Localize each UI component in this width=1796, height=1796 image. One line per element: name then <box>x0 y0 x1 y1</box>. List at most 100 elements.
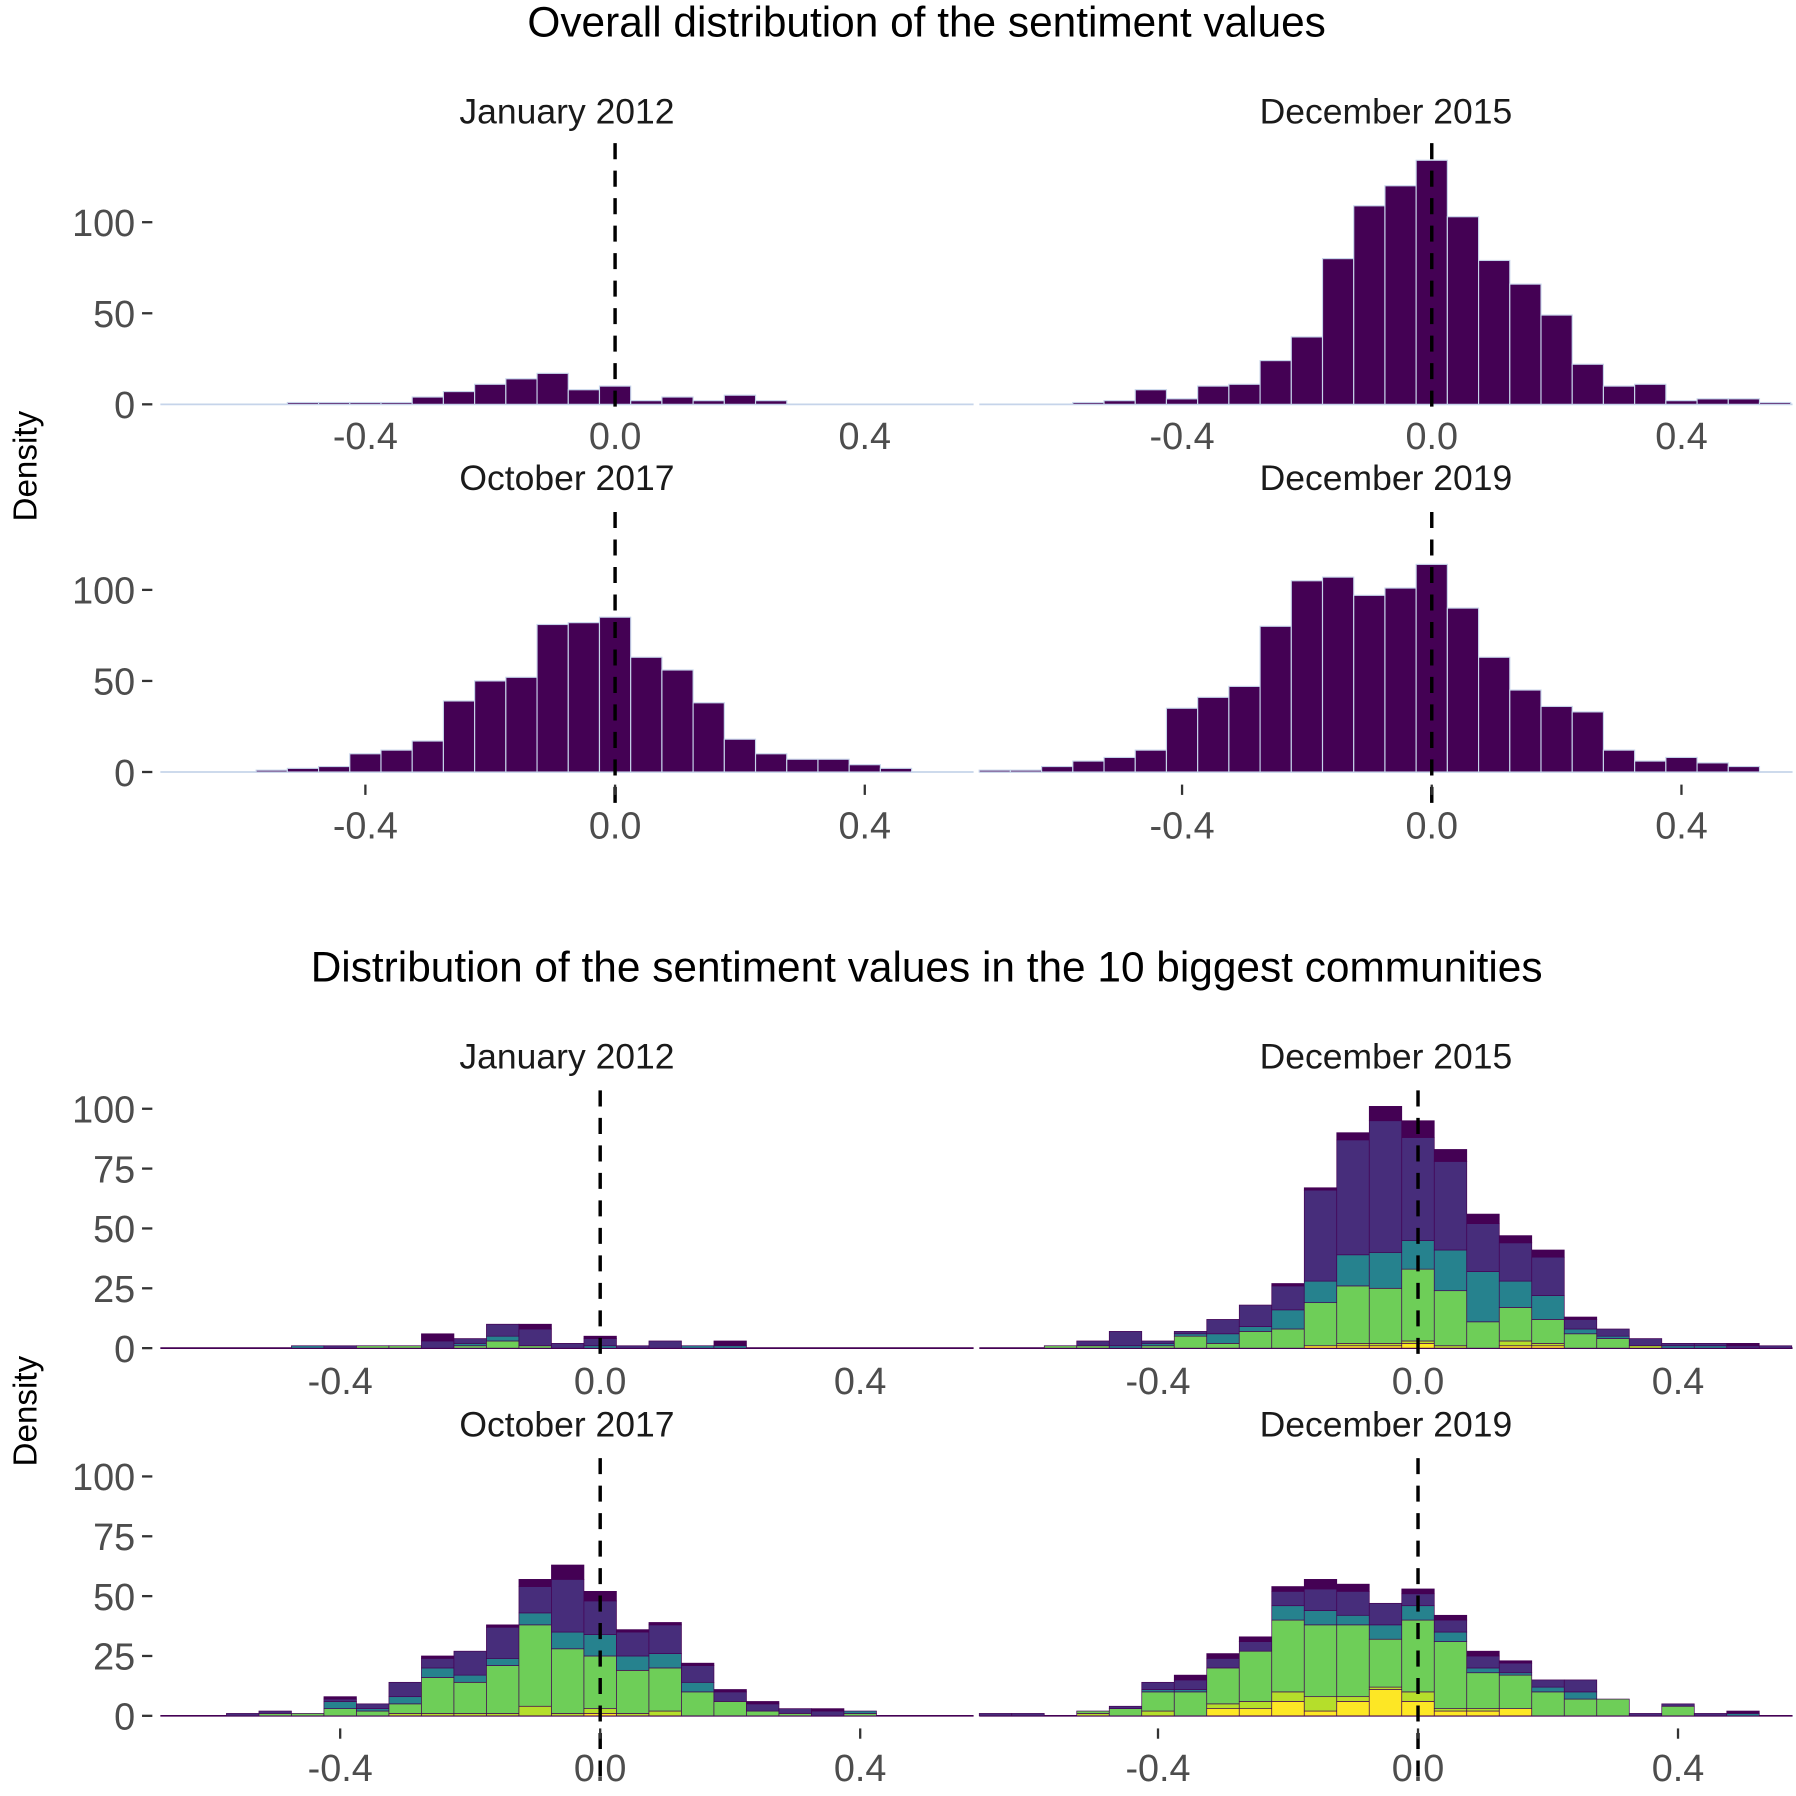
histogram-bar-segment <box>1531 1343 1565 1347</box>
histogram-bar-segment <box>1076 1345 1110 1349</box>
histogram-bar-segment <box>421 1658 455 1669</box>
histogram-bar-segment <box>1271 1328 1305 1349</box>
histogram-bar-segment <box>551 1579 585 1633</box>
histogram-bar <box>754 400 788 405</box>
histogram-bar-segment <box>1726 1710 1760 1714</box>
histogram-bar-segment <box>1498 1708 1533 1717</box>
histogram-bar <box>1197 696 1230 773</box>
histogram-bar <box>661 669 694 773</box>
histogram-bar <box>317 765 351 773</box>
histogram-bar-segment <box>1563 1319 1598 1330</box>
histogram-bar-segment <box>1531 1295 1565 1320</box>
histogram-bar-segment <box>746 1710 780 1717</box>
histogram-bar-segment <box>388 1703 422 1714</box>
histogram-bar <box>723 738 757 773</box>
x-tick-label: -0.4 <box>333 805 398 847</box>
histogram-bar-segment <box>486 1626 520 1659</box>
histogram-bar <box>442 391 476 405</box>
histogram-bar-segment <box>1661 1703 1695 1707</box>
chart-title-overall: Overall distribution of the sentiment va… <box>527 0 1325 46</box>
histogram-bar-segment <box>388 1696 422 1705</box>
histogram-bar <box>411 396 444 405</box>
histogram-bar-segment <box>1238 1708 1273 1717</box>
histogram-bar-segment <box>746 1701 780 1705</box>
histogram-bar <box>1103 400 1136 405</box>
histogram-bar-segment <box>453 1713 487 1717</box>
histogram-bar-segment <box>1466 1708 1500 1712</box>
histogram-bar-segment <box>1661 1705 1695 1717</box>
histogram-bar-segment <box>1271 1285 1305 1311</box>
histogram-bar-segment <box>1108 1345 1143 1349</box>
histogram-bar <box>1353 205 1386 405</box>
histogram-bar-segment <box>1336 1696 1370 1702</box>
panel-title: December 2019 <box>1260 458 1513 498</box>
panel-title: October 2017 <box>459 1404 674 1444</box>
histogram-bar-segment <box>1498 1280 1533 1308</box>
y-tick-label: 25 <box>93 1637 135 1679</box>
histogram-bar <box>1165 707 1199 773</box>
histogram-bar <box>1072 401 1105 405</box>
histogram-bar-segment <box>1531 1691 1565 1717</box>
histogram-bar <box>1321 576 1355 773</box>
histogram-bar-segment <box>1498 1340 1533 1347</box>
histogram-bar-segment <box>1531 1256 1565 1296</box>
histogram-bar <box>1259 625 1292 773</box>
histogram-bar-segment <box>1206 1667 1240 1705</box>
histogram-bar-segment <box>811 1708 845 1712</box>
histogram-bar <box>380 401 413 405</box>
histogram-bar-segment <box>1466 1271 1500 1323</box>
y-tick-label: 50 <box>93 294 135 336</box>
histogram-bar-segment <box>843 1710 877 1714</box>
histogram-bar-segment <box>1368 1624 1403 1640</box>
histogram-bar <box>536 623 569 773</box>
x-tick-label: 0.0 <box>589 805 642 847</box>
x-tick-label: 0.4 <box>1655 805 1708 847</box>
histogram-bar-segment <box>1206 1319 1240 1335</box>
histogram-bar-segment <box>1271 1309 1305 1330</box>
histogram-bar-segment <box>1628 1713 1663 1717</box>
histogram-bar-segment <box>1336 1624 1370 1698</box>
histogram-bar <box>442 700 476 773</box>
histogram-bar-segment <box>616 1345 650 1349</box>
histogram-bar-segment <box>616 1655 650 1671</box>
y-tick-label: 0 <box>114 1329 135 1371</box>
histogram-bar-segment <box>421 1333 455 1342</box>
histogram-bar-segment <box>1336 1139 1370 1256</box>
chart-title-communities: Distribution of the sentiment values in … <box>311 944 1543 991</box>
histogram-bar-segment <box>486 1323 520 1337</box>
histogram-bar-segment <box>1238 1701 1273 1709</box>
histogram-bar-segment <box>1466 1223 1500 1272</box>
histogram-bar <box>817 758 850 773</box>
histogram-bar <box>1571 363 1605 405</box>
histogram-bar-segment <box>1141 1689 1175 1693</box>
histogram-bar-segment <box>713 1340 747 1347</box>
histogram-bar-segment <box>486 1624 520 1628</box>
x-tick-label: 0.4 <box>1652 1748 1705 1790</box>
histogram-bar-segment <box>1661 1345 1695 1349</box>
histogram-bar <box>411 740 444 773</box>
histogram-bar-segment <box>648 1710 682 1717</box>
histogram-bar <box>1197 385 1230 405</box>
histogram-bar-segment <box>1433 1710 1468 1717</box>
histogram-bar-segment <box>1498 1242 1533 1282</box>
histogram-bar <box>474 383 507 405</box>
y-tick-label: 50 <box>93 1209 135 1251</box>
x-tick-label: 0.0 <box>574 1361 627 1403</box>
histogram-bar-segment <box>1531 1679 1565 1688</box>
histogram-bar-segment <box>1596 1338 1630 1349</box>
histogram-bar-segment <box>323 1696 357 1700</box>
histogram-bar <box>1290 580 1324 773</box>
x-tick-label: 0.0 <box>1405 416 1458 458</box>
histogram-bar-segment <box>1141 1340 1175 1344</box>
histogram-bar <box>1353 594 1386 773</box>
histogram-bar-segment <box>1693 1345 1728 1349</box>
histogram-bar-segment <box>1693 1713 1728 1717</box>
y-tick-label: 50 <box>93 1577 135 1619</box>
x-tick-label: -0.4 <box>1125 1748 1190 1790</box>
histogram-bar-segment <box>1466 1650 1500 1657</box>
histogram-bar-segment <box>1498 1235 1533 1244</box>
histogram-bar-segment <box>1498 1307 1533 1342</box>
histogram-bar-segment <box>681 1691 715 1717</box>
histogram-bar-segment <box>453 1650 487 1676</box>
histogram-bar-segment <box>1271 1619 1305 1693</box>
